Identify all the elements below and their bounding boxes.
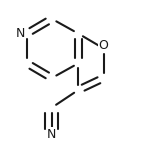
Text: N: N (16, 27, 25, 40)
Text: O: O (99, 39, 108, 52)
Text: N: N (47, 128, 57, 141)
